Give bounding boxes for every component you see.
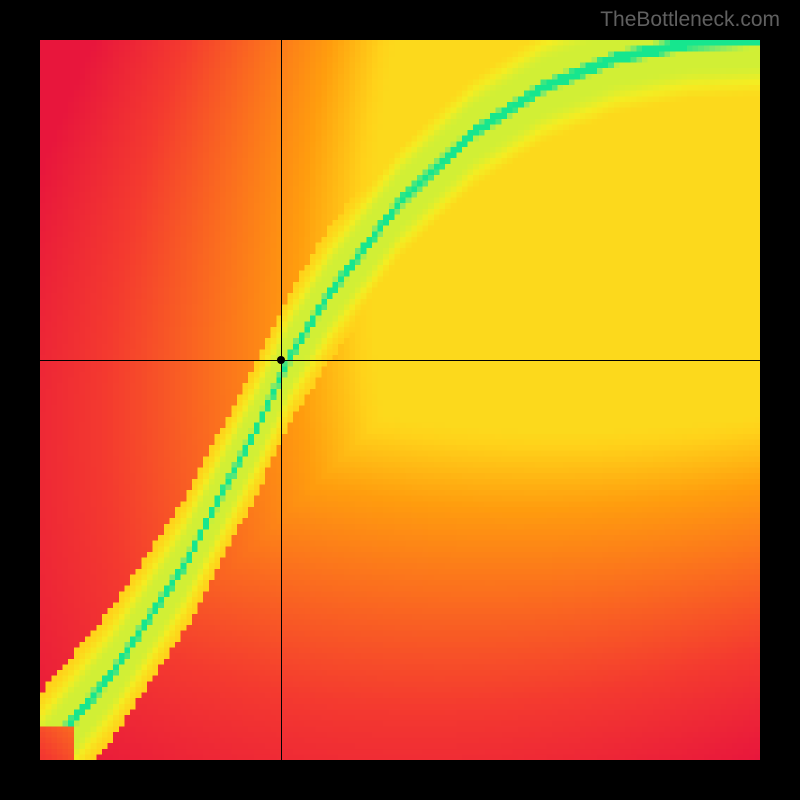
crosshair-horizontal [40,360,760,361]
heatmap-plot [40,40,760,760]
watermark-text: TheBottleneck.com [600,8,780,32]
marker-dot [277,356,285,364]
heatmap-canvas [40,40,760,760]
crosshair-vertical [281,40,282,760]
